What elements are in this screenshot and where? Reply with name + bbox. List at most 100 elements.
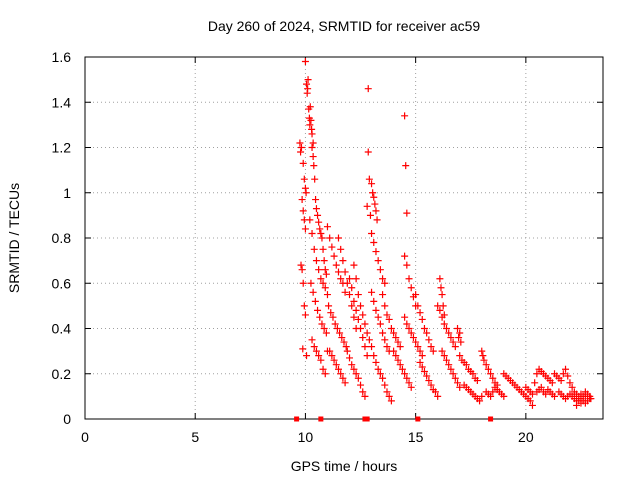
data-point: [416, 309, 424, 317]
data-point: [387, 325, 395, 332]
data-point: [403, 209, 411, 217]
data-point: [316, 225, 324, 233]
data-point: [372, 248, 380, 256]
data-point: [412, 291, 420, 299]
data-point: [297, 144, 305, 151]
data-point: [310, 343, 318, 351]
data-point: [368, 343, 376, 351]
data-point: [447, 365, 455, 373]
data-point: [383, 311, 391, 319]
data-point: [442, 325, 450, 332]
data-point: [451, 343, 459, 351]
data-point: [330, 252, 338, 260]
data-point: [366, 211, 374, 219]
data-point: [374, 257, 382, 265]
data-point: [423, 329, 431, 337]
data-point: [451, 374, 459, 382]
data-point: [383, 343, 391, 351]
data-point: [425, 377, 433, 385]
data-point: [341, 288, 349, 296]
data-point: [407, 284, 415, 292]
data-point: [311, 175, 319, 183]
y-axis-ticks: 0 0.2 0.4 0.6 0.8 1 1.2 1.4 1.6: [52, 49, 603, 427]
zero-marker: [318, 416, 324, 422]
data-point: [445, 361, 453, 369]
data-point: [418, 315, 426, 323]
data-point: [385, 392, 393, 400]
data-point: [564, 372, 572, 380]
data-point: [334, 234, 342, 242]
data-point: [328, 352, 336, 360]
data-point: [528, 401, 536, 409]
data-point: [528, 390, 536, 398]
data-point: [457, 338, 465, 346]
data-point: [308, 130, 316, 138]
data-point: [308, 144, 316, 151]
data-point: [315, 218, 323, 226]
data-point: [373, 216, 381, 224]
data-point: [478, 347, 486, 355]
data-point: [440, 311, 448, 319]
data-point: [338, 334, 346, 342]
data-point: [429, 347, 437, 355]
data-point: [325, 302, 333, 310]
data-point: [368, 288, 376, 296]
data-point: [354, 291, 362, 299]
data-point: [321, 284, 329, 292]
data-point: [557, 377, 565, 385]
y-axis-title: SRMTID / TECUs: [6, 183, 22, 293]
data-point: [297, 261, 305, 269]
data-point: [350, 297, 358, 305]
data-point: [412, 338, 420, 346]
data-point: [416, 358, 424, 366]
data-point: [303, 352, 311, 360]
data-point: [394, 338, 402, 346]
grid: [85, 57, 603, 419]
data-point: [577, 395, 585, 403]
data-point: [299, 345, 307, 353]
data-point: [440, 352, 448, 360]
data-point: [334, 365, 342, 373]
x-axis-title: GPS time / hours: [291, 458, 398, 474]
data-point: [342, 343, 350, 351]
data-point: [317, 356, 325, 364]
data-point: [299, 159, 307, 167]
data-point: [339, 374, 347, 382]
data-point: [376, 370, 384, 378]
data-point: [401, 252, 409, 260]
data-point: [401, 112, 409, 120]
data-point: [322, 329, 330, 337]
data-point: [381, 302, 389, 310]
data-point: [323, 223, 331, 231]
data-point: [403, 261, 411, 269]
data-point: [480, 356, 488, 364]
data-point: [350, 261, 358, 269]
data-point: [398, 365, 406, 373]
data-point: [346, 354, 354, 362]
data-point: [352, 275, 360, 283]
data-points: [296, 58, 595, 409]
data-point: [403, 374, 411, 382]
data-point: [374, 365, 382, 373]
data-point: [298, 196, 306, 204]
data-point: [414, 343, 422, 351]
data-point: [379, 275, 387, 283]
data-point: [326, 234, 334, 242]
data-point: [449, 370, 457, 378]
data-point: [299, 279, 307, 287]
data-point: [414, 302, 422, 310]
data-point: [420, 367, 428, 375]
data-point: [346, 275, 354, 283]
data-point: [315, 266, 323, 274]
data-point: [537, 383, 545, 391]
data-point: [310, 162, 318, 170]
data-point: [573, 401, 581, 409]
data-point: [361, 320, 369, 328]
data-point: [348, 284, 356, 292]
data-point: [329, 313, 337, 321]
data-point: [317, 229, 325, 237]
data-point: [314, 211, 322, 219]
y-tick-label: 0.8: [52, 230, 72, 246]
data-point: [436, 275, 444, 283]
data-point: [370, 239, 378, 247]
